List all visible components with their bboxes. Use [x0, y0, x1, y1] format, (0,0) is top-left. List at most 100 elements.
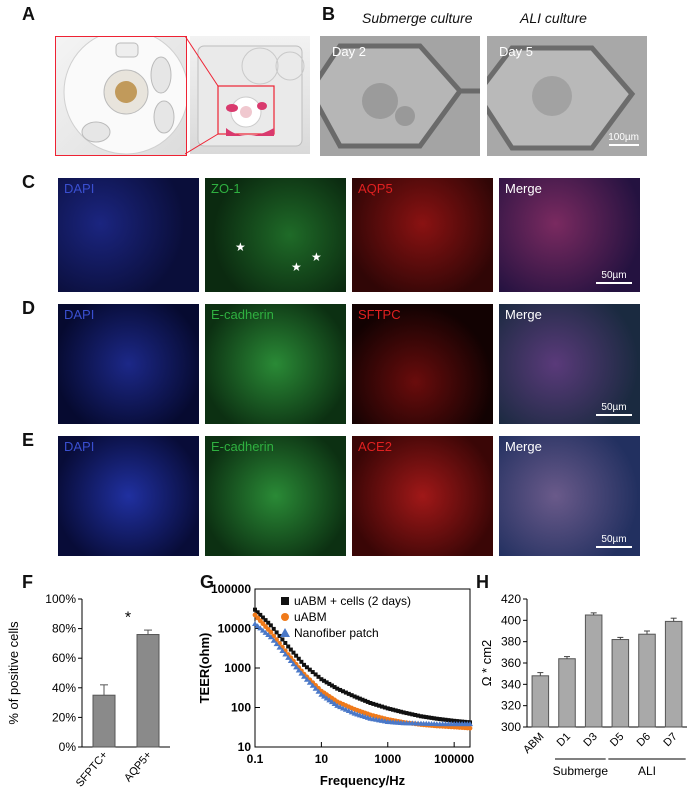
- e-merge-label: Merge: [505, 439, 542, 454]
- g-point-0: [352, 694, 357, 699]
- g-point-0: [255, 610, 260, 615]
- g-legend-marker: [281, 597, 289, 605]
- g-point-0: [371, 701, 376, 706]
- g-point-0: [454, 719, 459, 724]
- g-point-0: [413, 712, 418, 717]
- g-point-0: [322, 678, 327, 683]
- f-y-tick-label: 60%: [52, 651, 76, 665]
- g-point-2: [301, 673, 308, 679]
- g-point-0: [416, 713, 421, 718]
- g-point-0: [263, 618, 268, 623]
- g-point-2: [285, 654, 292, 660]
- f-x-tick-label: AQP5+: [122, 749, 154, 784]
- g-point-0: [426, 715, 431, 720]
- d-sftpc-label: SFTPC: [358, 307, 401, 322]
- f-y-tick-label: 20%: [52, 710, 76, 724]
- g-point-0: [260, 615, 265, 620]
- panel-label-f: F: [22, 572, 33, 592]
- g-point-0: [446, 718, 451, 723]
- c-merge-label: Merge: [505, 181, 542, 196]
- h-y-axis-label: Ω * cm2: [479, 640, 494, 687]
- g-point-0: [338, 687, 343, 692]
- g-point-0: [396, 709, 401, 714]
- zoom-connector-lines: [185, 36, 219, 155]
- g-point-0: [432, 716, 437, 721]
- g-point-0: [258, 612, 263, 617]
- panel-label-a: A: [22, 4, 35, 24]
- g-point-2: [293, 664, 300, 670]
- g-point-0: [437, 717, 442, 722]
- d-sftpc-tile: SFTPC: [352, 304, 493, 424]
- day-2-label: Day 2: [332, 44, 366, 59]
- g-point-2: [276, 644, 283, 650]
- g-point-0: [418, 714, 423, 719]
- d-ecadherin-tile: E-cadherin: [205, 304, 346, 424]
- d-dapi-label: DAPI: [64, 307, 95, 322]
- g-point-0: [407, 711, 412, 716]
- g-point-0: [313, 672, 318, 677]
- scale-bar-c: 50µm: [596, 270, 632, 284]
- e-ecadherin-tile: E-cadherin: [205, 436, 346, 556]
- g-point-2: [290, 661, 297, 667]
- g-point-0: [355, 695, 360, 700]
- scale-bar-e-label: 50µm: [601, 534, 627, 545]
- g-point-0: [349, 693, 354, 698]
- panel-label-h: H: [476, 572, 489, 592]
- ali-culture-title: ALI culture: [520, 10, 587, 26]
- g-point-2: [467, 721, 473, 727]
- c-aqp5-tile: AQP5: [352, 178, 493, 292]
- g-point-0: [280, 637, 285, 642]
- g-point-0: [266, 620, 271, 625]
- g-point-2: [282, 651, 289, 657]
- h-group-label: ALI: [638, 764, 656, 778]
- culture-plate-photo: [190, 36, 310, 154]
- g-point-0: [410, 712, 415, 717]
- day-5-label: Day 5: [499, 44, 533, 59]
- g-point-2: [306, 679, 313, 685]
- scale-bar-d: 50µm: [596, 402, 632, 416]
- panel-label-g: G: [200, 572, 215, 592]
- h-bar: [558, 658, 576, 728]
- g-point-0: [335, 686, 340, 691]
- panel-label-b: B: [322, 4, 335, 24]
- scale-bar-e: 50µm: [596, 534, 632, 548]
- f-y-tick-label: 40%: [52, 681, 76, 695]
- g-point-2: [270, 637, 277, 643]
- g-point-0: [294, 653, 299, 658]
- g-point-0: [299, 659, 304, 664]
- h-y-tick-label: 300: [501, 720, 521, 734]
- g-point-0: [274, 630, 279, 635]
- g-point-0: [291, 650, 296, 655]
- g-point-2: [309, 682, 316, 688]
- e-ace2-label: ACE2: [358, 439, 392, 454]
- panel-label-d: D: [22, 298, 35, 318]
- g-point-0: [324, 680, 329, 685]
- h-x-tick-label: D7: [661, 731, 679, 749]
- g-point-2: [303, 676, 310, 682]
- g-point-0: [434, 716, 439, 721]
- h-y-tick-label: 380: [501, 635, 521, 649]
- g-point-2: [262, 629, 269, 635]
- g-x-tick-label: 0.1: [247, 752, 264, 766]
- submerge-culture-micrograph: Day 2: [320, 36, 480, 156]
- g-point-0: [398, 709, 403, 714]
- g-point-0: [329, 683, 334, 688]
- f-y-tick-label: 80%: [52, 622, 76, 636]
- f-bar: [136, 634, 160, 748]
- g-legend-label: uABM + cells (2 days): [294, 594, 411, 608]
- g-point-0: [302, 662, 307, 667]
- h-group-label: Submerge: [553, 764, 609, 778]
- g-point-0: [421, 714, 426, 719]
- g-y-tick-label: 10: [238, 740, 252, 754]
- g-point-2: [315, 688, 322, 694]
- g-point-0: [443, 717, 448, 722]
- g-y-tick-label: 100000: [211, 582, 251, 596]
- g-point-0: [343, 690, 348, 695]
- g-y-tick-label: 10000: [218, 622, 252, 636]
- h-bar: [584, 614, 603, 728]
- g-point-0: [368, 700, 373, 705]
- g-x-tick-label: 10: [315, 752, 329, 766]
- h-bar: [664, 620, 683, 728]
- d-ecadherin-label: E-cadherin: [211, 307, 274, 322]
